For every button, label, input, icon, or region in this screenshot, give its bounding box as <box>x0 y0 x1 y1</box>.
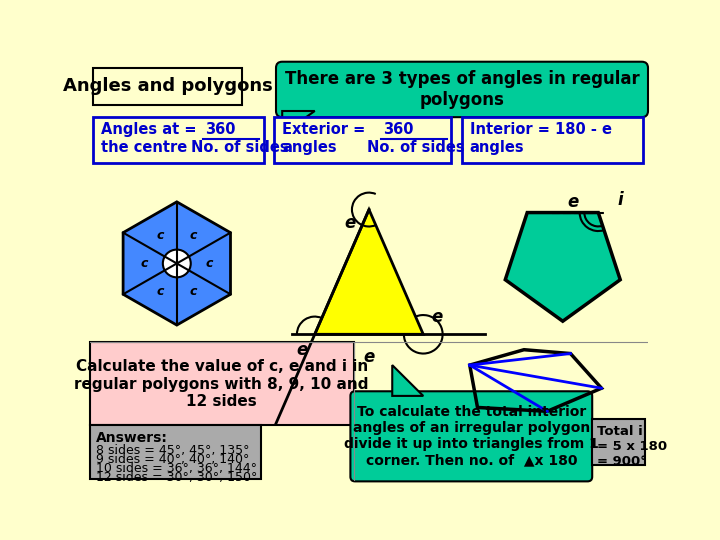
Polygon shape <box>392 365 423 396</box>
FancyBboxPatch shape <box>93 68 242 105</box>
Text: e: e <box>364 348 374 367</box>
Text: 10 sides = 36°, 36°, 144°: 10 sides = 36°, 36°, 144° <box>96 462 257 475</box>
Text: Exterior =: Exterior = <box>282 122 366 137</box>
Circle shape <box>163 249 191 278</box>
Text: 9 sides = 40°, 40°, 140°: 9 sides = 40°, 40°, 140° <box>96 453 250 466</box>
Text: e: e <box>297 341 308 359</box>
Text: Total i
= 5 x 180
= 900°: Total i = 5 x 180 = 900° <box>597 425 667 468</box>
Text: 8 sides = 45°, 45°, 135°: 8 sides = 45°, 45°, 135° <box>96 444 250 457</box>
Text: c: c <box>206 257 213 270</box>
Text: c: c <box>157 229 164 242</box>
Text: angles: angles <box>282 140 337 156</box>
FancyBboxPatch shape <box>462 117 644 164</box>
FancyBboxPatch shape <box>90 342 354 425</box>
Text: Angles and polygons: Angles and polygons <box>63 77 272 96</box>
Text: Interior = 180 - e: Interior = 180 - e <box>469 122 612 137</box>
Text: e: e <box>345 214 356 232</box>
Text: 360: 360 <box>383 122 413 137</box>
Text: i: i <box>617 191 623 209</box>
FancyBboxPatch shape <box>90 425 261 479</box>
Text: c: c <box>189 285 197 298</box>
FancyBboxPatch shape <box>351 392 593 481</box>
FancyBboxPatch shape <box>90 65 648 481</box>
Text: Calculate the value of c, e and i in
regular polygons with 8, 9, 10 and
12 sides: Calculate the value of c, e and i in reg… <box>74 360 369 409</box>
Text: 12 sides = 30°, 30°, 150°: 12 sides = 30°, 30°, 150° <box>96 471 258 484</box>
Text: Angles at =: Angles at = <box>101 122 197 137</box>
Text: To calculate the total interior
angles of an irregular polygon
divide it up into: To calculate the total interior angles o… <box>344 404 599 467</box>
Text: There are 3 types of angles in regular
polygons: There are 3 types of angles in regular p… <box>284 70 639 109</box>
Polygon shape <box>123 202 230 325</box>
Text: 360: 360 <box>204 122 235 137</box>
FancyBboxPatch shape <box>274 117 451 164</box>
Text: e: e <box>431 308 443 326</box>
FancyBboxPatch shape <box>593 419 645 465</box>
Text: c: c <box>140 257 148 270</box>
Text: c: c <box>189 229 197 242</box>
FancyBboxPatch shape <box>276 62 648 117</box>
Text: No. of sides: No. of sides <box>367 140 465 156</box>
Polygon shape <box>282 111 315 134</box>
FancyBboxPatch shape <box>93 117 264 164</box>
Text: e: e <box>568 193 579 211</box>
Text: c: c <box>157 285 164 298</box>
Text: angles: angles <box>469 140 524 156</box>
Polygon shape <box>315 210 423 334</box>
Polygon shape <box>505 213 620 321</box>
Text: No. of sides: No. of sides <box>191 140 289 156</box>
Text: the centre: the centre <box>101 140 187 156</box>
Text: Answers:: Answers: <box>96 431 168 446</box>
